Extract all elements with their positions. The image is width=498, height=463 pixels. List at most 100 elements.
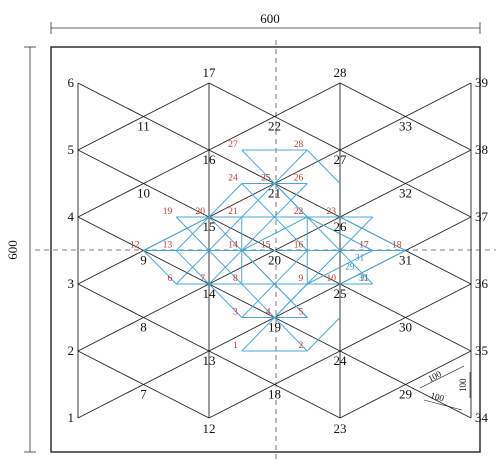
grid-diagonal-line bbox=[339, 82, 406, 117]
node-label-31: 31 bbox=[399, 253, 412, 268]
node-label-32: 32 bbox=[399, 186, 412, 201]
node-label-34: 34 bbox=[475, 410, 489, 425]
outer-frame bbox=[50, 46, 481, 453]
grid-diagonal-line bbox=[208, 384, 275, 419]
node-label-26: 26 bbox=[334, 219, 348, 234]
grid-diagonal-line bbox=[339, 149, 406, 184]
node-label-1: 1 bbox=[68, 410, 75, 425]
node-label-3: 3 bbox=[68, 276, 75, 291]
grid-diagonal-line bbox=[274, 116, 341, 151]
node-label-7: 7 bbox=[140, 387, 147, 402]
node-label-29: 29 bbox=[399, 387, 412, 402]
grid-diagonal-line bbox=[405, 350, 472, 385]
grid-diagonal-line bbox=[77, 116, 144, 151]
mesh-node-label-17: 17 bbox=[359, 241, 369, 251]
mesh-diagonal-line bbox=[307, 250, 373, 285]
grid-diagonal-line bbox=[143, 317, 210, 352]
node-label-37: 37 bbox=[475, 209, 489, 224]
grid-diagonal-line bbox=[208, 149, 275, 184]
top-dimension-label: 600 bbox=[260, 11, 280, 26]
mesh-node-label-24: 24 bbox=[228, 174, 238, 184]
grid-diagonal-line bbox=[405, 149, 472, 184]
mesh-diagonal-line bbox=[143, 216, 210, 251]
grid-diagonal-line bbox=[143, 116, 210, 151]
spacing-annotation: 100 100 100 bbox=[419, 365, 471, 411]
node-label-10: 10 bbox=[137, 186, 150, 201]
mesh-node-label-12: 12 bbox=[130, 241, 140, 251]
node-label-4: 4 bbox=[68, 209, 75, 224]
grid-diagonal-line bbox=[405, 183, 472, 218]
grid-diagonal-line bbox=[405, 82, 472, 117]
grid-diagonal-line bbox=[208, 350, 275, 385]
grid-diagonal-line bbox=[77, 250, 144, 285]
grid-diagonal-line bbox=[274, 149, 341, 184]
mesh-node-label-13: 13 bbox=[163, 241, 173, 251]
mesh-diagonal-line bbox=[175, 250, 243, 318]
grid-diagonal-line bbox=[405, 116, 472, 151]
mesh-diagonal-line bbox=[339, 216, 406, 251]
spacing-label-b: 100 bbox=[429, 390, 445, 403]
mesh-node-label-3: 3 bbox=[233, 308, 238, 318]
grid-diagonal-line bbox=[405, 283, 472, 318]
mesh-node-label-8: 8 bbox=[233, 274, 238, 284]
grid-diagonal-line bbox=[208, 283, 275, 318]
grid-diagonal-line bbox=[274, 283, 341, 318]
node-label-13: 13 bbox=[203, 353, 216, 368]
mesh-node-label-23: 23 bbox=[327, 207, 337, 217]
node-label-9: 9 bbox=[140, 253, 147, 268]
mesh-diagonal-line bbox=[241, 183, 308, 251]
grid-diagonal-line bbox=[208, 116, 275, 151]
grid-diagonal-line bbox=[77, 350, 144, 385]
mesh-node-label-22: 22 bbox=[294, 207, 304, 217]
node-label-15: 15 bbox=[203, 219, 216, 234]
mesh-node-label-6: 6 bbox=[168, 274, 173, 284]
mesh-node-label-2: 2 bbox=[299, 341, 304, 351]
grid-diagonal-line bbox=[143, 149, 210, 184]
mesh-diagonal-line bbox=[306, 149, 341, 184]
node-label-35: 35 bbox=[475, 343, 488, 358]
grid-diagonal-line bbox=[77, 283, 144, 318]
top-dimension: 600 bbox=[50, 11, 481, 34]
mesh-node-label-15: 15 bbox=[261, 241, 271, 251]
mesh-diagonal-line bbox=[241, 250, 308, 318]
node-label-19: 19 bbox=[268, 320, 281, 335]
grid-diagonal-line bbox=[339, 283, 406, 318]
extra-node-label-31: 31 bbox=[355, 253, 364, 263]
grid-diagonal-line bbox=[77, 183, 144, 218]
grid-diagonal-line bbox=[405, 317, 472, 352]
mesh-diagonal-line bbox=[339, 250, 406, 285]
grid-diagonal-line bbox=[405, 384, 472, 419]
mesh-diagonal-line bbox=[306, 317, 341, 352]
grid-diagonal-line bbox=[208, 82, 275, 117]
grid-diagonal-line bbox=[77, 384, 144, 419]
extra-node-label-30: 30 bbox=[358, 273, 368, 283]
mesh-node-label-5: 5 bbox=[299, 308, 304, 318]
grid-diagonal-line bbox=[143, 183, 210, 218]
node-label-39: 39 bbox=[475, 75, 488, 90]
node-label-27: 27 bbox=[334, 152, 348, 167]
node-label-23: 23 bbox=[334, 421, 347, 436]
mesh-node-label-27: 27 bbox=[228, 140, 238, 150]
grid-diagonal-line bbox=[208, 317, 275, 352]
grid-diagonal-line bbox=[77, 149, 144, 184]
grid-diagonal-line bbox=[339, 116, 406, 151]
node-label-2: 2 bbox=[68, 343, 75, 358]
node-label-20: 20 bbox=[268, 253, 281, 268]
grid-diagonal-line bbox=[143, 350, 210, 385]
grid-diagonal-line bbox=[274, 384, 341, 419]
node-label-6: 6 bbox=[68, 75, 75, 90]
node-label-25: 25 bbox=[334, 286, 347, 301]
mesh-diagonal-line bbox=[241, 216, 308, 251]
node-label-33: 33 bbox=[399, 119, 412, 134]
mesh-node-label-19: 19 bbox=[163, 207, 173, 217]
mesh-node-label-16: 16 bbox=[294, 241, 304, 251]
extra-node-label-29: 29 bbox=[345, 261, 355, 271]
grid-diagonal-line bbox=[339, 350, 406, 385]
mesh-diagonal-line bbox=[274, 183, 374, 285]
grid-diagonal-line bbox=[405, 216, 472, 251]
grid-diagonal-line bbox=[339, 317, 406, 352]
grid-diagonal-line bbox=[143, 82, 210, 117]
mesh-node-label-18: 18 bbox=[392, 241, 402, 251]
